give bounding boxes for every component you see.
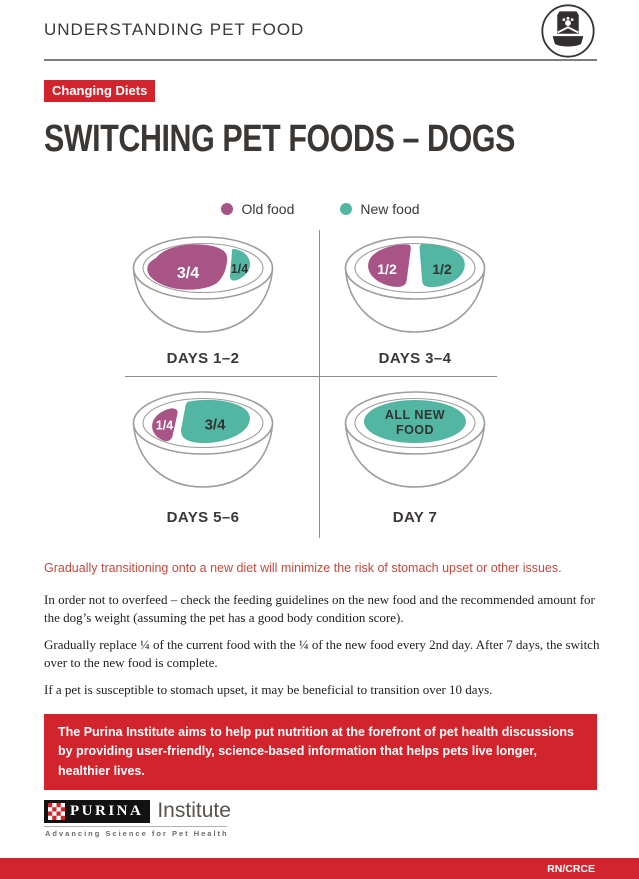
pet-food-bag-bowl-icon [540, 3, 596, 59]
paragraph-susceptible: If a pet is susceptible to stomach upset… [44, 681, 493, 697]
old-food-fraction: 1/2 [377, 261, 397, 277]
all-new-food-label-line1: ALL NEW [385, 408, 445, 422]
all-new-food-label-line2: FOOD [396, 423, 434, 437]
document-code: RN/CRCE [547, 862, 595, 875]
section-badge: Changing Diets [44, 80, 156, 102]
legend-new-label: New food [360, 201, 420, 217]
paragraph-overfeed: In order not to overfeed – check the fee… [44, 592, 595, 626]
logo-divider [44, 826, 227, 827]
highlight-sentence: Gradually transitioning onto a new diet … [44, 561, 562, 575]
legend-old-label: Old food [241, 201, 295, 217]
paragraph-replace-quarter: Gradually replace ¼ of the current food … [44, 636, 600, 671]
bowl-days-5-6-illustration: 1/4 3/4 [128, 388, 278, 498]
purina-institute-logo: PURINA Institute [44, 799, 231, 823]
page-header-title: UNDERSTANDING PET FOOD [44, 20, 305, 39]
bowl-caption-days-3-4: DAYS 3–4 [378, 350, 452, 367]
bowl-caption-days-1-2: DAYS 1–2 [166, 350, 240, 367]
legend-item-old-food: Old food [221, 201, 294, 217]
institute-text: Institute [157, 799, 231, 822]
new-food-fraction: 1/2 [432, 261, 452, 277]
purina-wordmark-block: PURINA [44, 799, 151, 823]
legend-item-new-food: New food [340, 201, 420, 217]
purina-brand-text: PURINA [70, 802, 144, 819]
purina-institute-callout: The Purina Institute aims to help put nu… [44, 714, 597, 791]
legend: Old food New food [44, 201, 597, 217]
bottom-red-bar: RN/CRCE [0, 858, 639, 879]
bowl-caption-days-5-6: DAYS 5–6 [166, 509, 240, 526]
new-food-color-swatch [340, 203, 353, 215]
diagram-vertical-divider [319, 230, 320, 538]
bowl-day-7-illustration: ALL NEW FOOD [340, 388, 490, 498]
purina-checkerboard-icon [48, 802, 65, 820]
old-food-fraction: 1/4 [156, 419, 173, 433]
old-food-fraction: 3/4 [177, 265, 199, 282]
body-copy: In order not to overfeed – check the fee… [44, 591, 600, 707]
diagram-horizontal-divider [125, 376, 497, 377]
new-food-fraction: 1/4 [231, 262, 248, 276]
new-food-fraction: 3/4 [205, 417, 227, 434]
logo-tagline: Advancing Science for Pet Health [45, 829, 229, 838]
page-title: SWITCHING PET FOODS – DOGS [44, 118, 515, 160]
header-divider [44, 59, 597, 61]
bowl-days-1-2-illustration: 3/4 1/4 [128, 233, 278, 343]
bowl-caption-day-7: DAY 7 [392, 509, 438, 526]
old-food-color-swatch [221, 203, 234, 215]
bowl-days-3-4-illustration: 1/2 1/2 [340, 233, 490, 343]
